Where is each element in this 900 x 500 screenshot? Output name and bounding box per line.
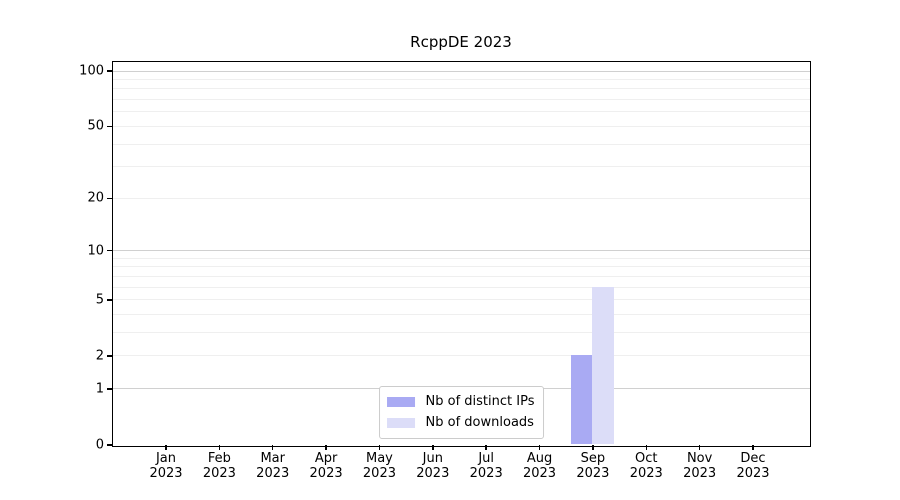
x-tick-label: Jun 2023 — [416, 451, 449, 482]
gridline-minor — [113, 332, 810, 334]
x-tick-mark — [325, 445, 327, 450]
y-tick-label: 2 — [95, 348, 104, 364]
x-tick-label-line: 2023 — [736, 466, 770, 482]
gridline-minor — [113, 111, 810, 113]
gridline-minor — [113, 257, 810, 259]
x-tick-label-line: 2023 — [309, 466, 343, 482]
gridline-minor — [113, 286, 810, 288]
x-tick-mark — [645, 445, 648, 450]
gridline-minor — [113, 79, 810, 81]
legend: Nb of distinct IPs Nb of downloads — [378, 385, 545, 439]
gridline-minor — [113, 143, 810, 145]
x-tick-mark — [485, 445, 487, 450]
y-tick-mark — [107, 444, 112, 446]
x-tick-label-line: Aug — [526, 451, 553, 466]
x-tick-label-line: 2023 — [362, 466, 396, 482]
y-tick-label: 50 — [87, 118, 104, 134]
x-tick-label-line: Mar — [260, 451, 285, 466]
gridline-minor — [113, 299, 810, 301]
legend-row-distinct-ips: Nb of distinct IPs — [386, 394, 535, 410]
x-tick-label: May 2023 — [363, 451, 396, 482]
y-tick-mark — [107, 355, 112, 357]
y-tick-mark — [107, 125, 112, 128]
x-tick-label-line: Jun — [422, 451, 443, 466]
gridline-minor — [113, 88, 810, 90]
gridline-major — [113, 250, 810, 252]
x-tick-label-line: 2023 — [416, 466, 450, 482]
x-tick-label-line: Dec — [740, 451, 766, 466]
legend-swatch-downloads — [386, 417, 415, 428]
gridline-minor — [113, 276, 810, 278]
x-tick-label-line: 2023 — [629, 466, 663, 482]
gridline-major — [113, 70, 810, 72]
x-tick-mark — [218, 445, 221, 450]
gridline-minor — [113, 166, 810, 168]
y-tick-mark — [107, 299, 112, 301]
gridline-minor — [113, 314, 810, 316]
y-tick-mark — [107, 388, 112, 390]
y-tick-label: 0 — [95, 437, 104, 453]
y-tick-label: 5 — [95, 292, 104, 308]
x-tick-label: Mar 2023 — [256, 451, 289, 482]
legend-row-downloads: Nb of downloads — [386, 415, 535, 431]
y-tick-label: 10 — [87, 243, 104, 259]
x-tick-label: Oct 2023 — [630, 451, 663, 482]
x-tick-label: Apr 2023 — [310, 451, 343, 482]
gridline-minor — [113, 99, 810, 101]
x-tick-label-line: 2023 — [469, 466, 503, 482]
y-tick-label: 100 — [79, 63, 104, 79]
x-tick-label-line: May — [366, 451, 393, 466]
bar-downloads — [592, 286, 614, 445]
x-tick-label: Nov 2023 — [683, 451, 716, 482]
x-tick-mark — [378, 445, 381, 450]
y-tick-mark — [107, 70, 112, 72]
x-tick-label: Dec 2023 — [736, 451, 769, 482]
gridline-minor — [113, 197, 810, 199]
x-tick-label: Feb 2023 — [203, 451, 236, 482]
x-tick-label: Aug 2023 — [523, 451, 556, 482]
chart-title: RcppDE 2023 — [410, 33, 512, 51]
y-tick-mark — [107, 249, 112, 252]
x-tick-label-line: 2023 — [522, 466, 557, 482]
legend-swatch-distinct-ips — [386, 396, 415, 407]
x-tick-label-line: Nov — [686, 451, 713, 466]
x-tick-mark — [592, 445, 594, 450]
x-tick-label-line: 2023 — [256, 466, 290, 482]
y-tick-label: 20 — [87, 190, 104, 206]
x-tick-label-line: 2023 — [576, 466, 610, 482]
gridline-minor — [113, 355, 810, 357]
x-tick-mark — [538, 445, 541, 450]
plot-area: Nb of distinct IPs Nb of downloads — [112, 60, 811, 447]
x-tick-mark — [165, 445, 167, 450]
x-tick-label-line: Apr — [314, 451, 338, 466]
gridline-minor — [113, 266, 810, 268]
x-tick-label-line: Oct — [635, 451, 658, 466]
x-tick-label-line: Feb — [207, 451, 231, 466]
legend-label-downloads: Nb of downloads — [425, 415, 534, 430]
y-tick-label: 1 — [95, 381, 104, 397]
x-tick-label-line: 2023 — [683, 466, 717, 482]
x-tick-mark — [271, 445, 274, 450]
x-tick-label-line: Jan — [155, 451, 177, 466]
x-tick-label-line: 2023 — [202, 466, 236, 482]
x-tick-mark — [432, 445, 434, 450]
x-tick-mark — [698, 445, 701, 450]
x-tick-label: Sep 2023 — [576, 451, 609, 482]
x-tick-label-line: Sep — [580, 451, 606, 466]
x-tick-label-line: Jul — [478, 451, 495, 466]
gridline-minor — [113, 125, 810, 127]
x-tick-mark — [752, 445, 754, 450]
x-tick-label: Jul 2023 — [470, 451, 503, 482]
x-tick-label: Jan 2023 — [149, 451, 182, 482]
x-tick-label-line: 2023 — [149, 466, 183, 482]
legend-label-distinct-ips: Nb of distinct IPs — [425, 394, 535, 409]
y-tick-mark — [107, 197, 112, 200]
bar-distinct-ips — [570, 355, 593, 445]
